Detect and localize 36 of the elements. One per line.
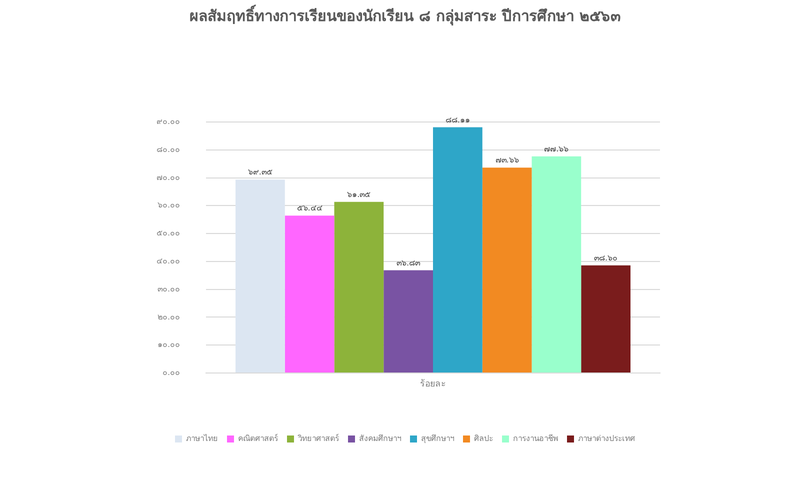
legend-label: สังคมศึกษาฯ — [359, 434, 401, 444]
data-label: ๓๖.๘๓ — [396, 258, 422, 268]
legend-label: การงานอาชีพ — [513, 434, 558, 444]
data-label: ๗๓.๖๖ — [495, 156, 519, 165]
legend-label: ศิลปะ — [474, 434, 493, 444]
chart-title: ผลสัมฤทธิ์ทางการเรียนของนักเรียน ๘ กลุ่มสาระ ปีการศึกษา ๒๕๖๓ — [190, 4, 620, 26]
y-tick-label: ๘๐.๐๐ — [156, 144, 180, 154]
y-tick-label: ๑๐.๐๐ — [157, 340, 180, 350]
data-label: ๗๗.๖๖ — [544, 144, 569, 154]
bar — [284, 216, 334, 372]
y-tick-label: ๙๐.๐๐ — [156, 117, 180, 126]
y-tick-label: ๖๐.๐๐ — [157, 200, 180, 210]
data-label: ๖๑.๓๕ — [347, 190, 371, 199]
bar — [433, 127, 482, 372]
y-tick-label: ๔๐.๐๐ — [156, 256, 180, 266]
legend-label: ภาษาต่างประเทศ — [578, 434, 635, 444]
data-label: ๖๙.๓๕ — [248, 168, 272, 177]
y-tick-label: ๕๐.๐๐ — [156, 228, 180, 238]
y-tick-label: ๗๐.๐๐ — [156, 172, 180, 182]
data-label: ๘๘.๑๑ — [445, 115, 470, 124]
bar — [581, 265, 630, 372]
y-tick-label: ๓๐.๐๐ — [157, 284, 180, 294]
bar — [334, 202, 384, 372]
legend-label: ภาษาไทย — [186, 434, 218, 444]
data-label: ๓๘.๖๐ — [594, 253, 618, 262]
bar — [236, 180, 285, 372]
bar — [532, 156, 582, 372]
legend-label: วิทยาศาสตร์ — [297, 433, 340, 444]
y-tick-label: ๒๐.๐๐ — [157, 312, 180, 322]
x-tick-label: ร้อยละ — [420, 378, 446, 390]
bar — [482, 168, 532, 372]
legend-label: คณิตศาสตร์ — [238, 433, 279, 444]
bar — [384, 270, 433, 372]
legend-label: สุขศึกษาฯ — [421, 434, 454, 444]
y-tick-label: ๐.๐๐ — [162, 368, 180, 378]
data-label: ๕๖.๔๔ — [296, 204, 322, 213]
